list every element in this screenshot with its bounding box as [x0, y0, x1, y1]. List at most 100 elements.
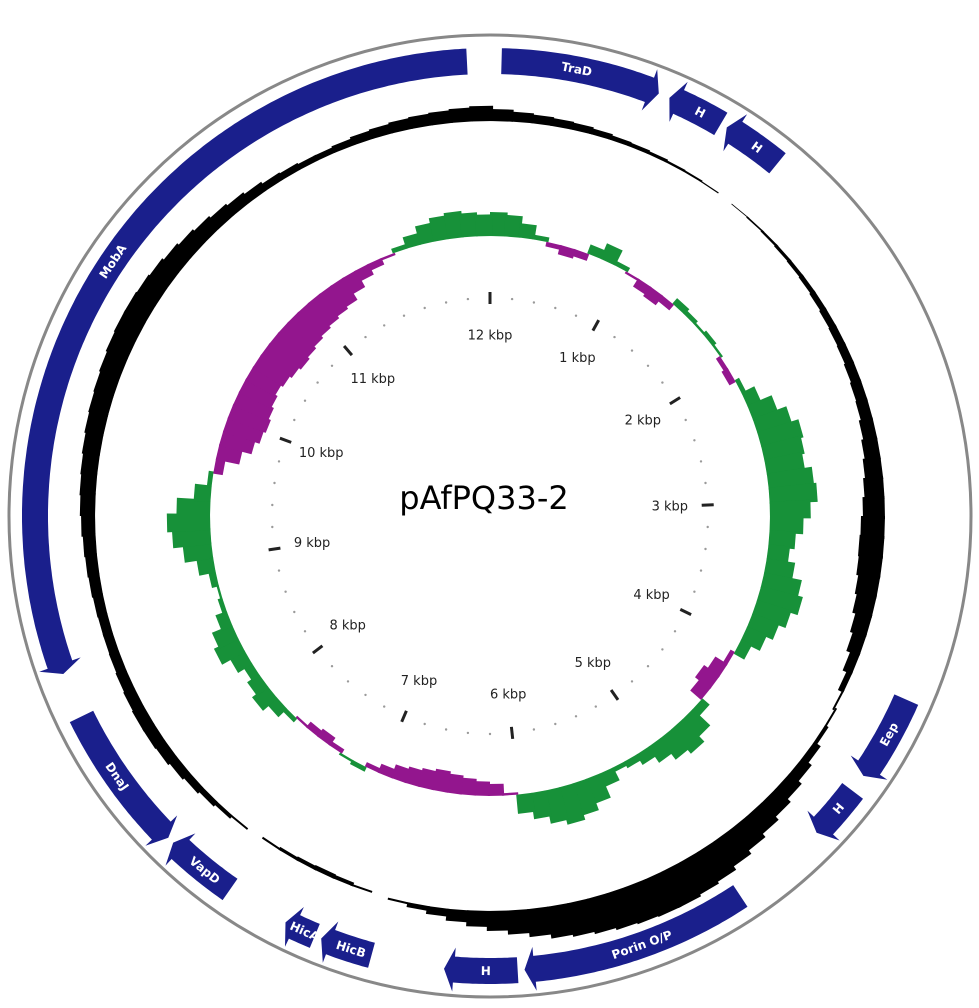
minor-tick — [488, 732, 492, 736]
gc-skew-bar — [338, 752, 355, 763]
gc-content-bar — [569, 122, 594, 135]
minor-tick — [284, 590, 287, 593]
gc-skew-bar — [366, 257, 385, 272]
minor-tick — [271, 525, 274, 529]
gc-skew-bar — [711, 343, 723, 358]
gc-content-bar — [746, 216, 765, 233]
gc-skew-bar — [176, 497, 211, 516]
minor-tick — [704, 481, 707, 485]
gc-content-bar — [861, 436, 881, 462]
major-tick — [268, 546, 281, 552]
gc-skew-bar — [364, 762, 382, 774]
gc-content-bar — [387, 897, 411, 905]
gc-skew-bar — [330, 277, 358, 308]
gc-skew-bar — [222, 416, 265, 444]
minor-tick — [444, 301, 448, 304]
gc-skew-bar — [756, 586, 803, 616]
gc-skew-bar — [659, 728, 690, 760]
gc-skew-bar — [751, 599, 792, 628]
gc-content-bar — [368, 892, 391, 899]
minor-tick — [330, 364, 334, 367]
gc-content-bar — [855, 397, 874, 423]
gene-label: TraD — [560, 59, 593, 79]
gc-content-bar — [92, 592, 108, 618]
minor-tick — [673, 630, 677, 633]
gc-content-bar — [368, 123, 394, 140]
gc-skew-bar — [459, 777, 477, 796]
minor-tick — [330, 665, 334, 668]
gc-content-bar — [823, 707, 838, 729]
kbp-label: 9 kbp — [294, 536, 330, 551]
gc-content-bar — [331, 874, 355, 887]
kbp-label: 10 kbp — [299, 446, 344, 461]
gc-skew-bar — [306, 721, 323, 738]
gc-skew-bar — [587, 244, 607, 260]
minor-tick — [554, 306, 557, 310]
minor-tick — [532, 728, 536, 731]
kbp-label: 7 kbp — [401, 674, 437, 689]
gc-skew-bar — [695, 665, 720, 690]
gc-content-bar — [313, 146, 337, 162]
gc-content-bar — [862, 496, 885, 519]
gc-skew-bar — [268, 332, 310, 370]
kbp-label: 5 kbp — [575, 656, 611, 671]
gc-content-bar — [843, 360, 862, 385]
gc-content-bar — [664, 159, 686, 173]
minor-tick — [444, 728, 448, 731]
gc-content-bar — [277, 162, 301, 181]
gc-skew-bar — [757, 419, 804, 448]
gc-content-bar — [681, 168, 703, 183]
major-tick — [311, 644, 324, 655]
gc-skew-bar — [208, 570, 219, 588]
minor-tick — [316, 381, 319, 384]
gc-content-bar — [661, 861, 702, 908]
gc-content-bar — [507, 909, 533, 935]
minor-tick — [661, 381, 664, 384]
gc-content-bar — [786, 258, 805, 279]
gc-content-bar — [645, 150, 669, 163]
gc-skew-bar — [379, 252, 396, 261]
gc-skew-bar — [624, 753, 642, 769]
gc-content-bar — [832, 689, 845, 711]
gc-content-bar — [798, 274, 816, 296]
gc-content-bar — [849, 378, 868, 404]
minor-tick — [594, 705, 597, 708]
gc-content-bar — [259, 172, 284, 192]
minor-tick — [630, 349, 634, 352]
gc-content-bar — [102, 631, 120, 657]
minor-tick — [613, 335, 616, 339]
gene-label: H — [481, 964, 491, 978]
minor-tick — [510, 297, 514, 301]
minor-tick — [423, 306, 426, 310]
gc-content-bar — [212, 800, 233, 819]
gc-skew-bar — [487, 783, 505, 796]
gc-content-bar — [88, 572, 104, 598]
minor-tick — [661, 648, 664, 651]
gc-content-bar — [852, 591, 877, 618]
minor-tick — [273, 481, 276, 485]
gc-skew-bar — [624, 271, 640, 282]
minor-tick — [364, 335, 367, 339]
gc-skew-bar — [532, 234, 550, 243]
minor-tick — [693, 439, 696, 442]
gc-skew-bar — [391, 243, 409, 254]
gc-skew-bar — [504, 214, 523, 238]
major-tick — [509, 726, 515, 740]
minor-tick — [684, 418, 687, 422]
gc-content-bar — [842, 649, 861, 675]
gc-skew-bar — [768, 530, 796, 550]
gc-content-bar — [295, 154, 319, 171]
minor-tick — [646, 364, 650, 367]
gc-content-bar — [589, 127, 613, 140]
gc-content-bar — [858, 417, 878, 443]
gc-content-bar — [79, 471, 98, 496]
gc-skew-bar — [611, 760, 629, 773]
gc-content-bar — [854, 572, 881, 599]
gene-arrow — [723, 114, 786, 174]
gc-content-bar — [862, 456, 884, 481]
gc-skew-bar — [600, 243, 623, 266]
gene-arrow — [524, 885, 748, 991]
gc-content-bar — [713, 828, 752, 869]
gc-content-bar — [79, 492, 96, 516]
